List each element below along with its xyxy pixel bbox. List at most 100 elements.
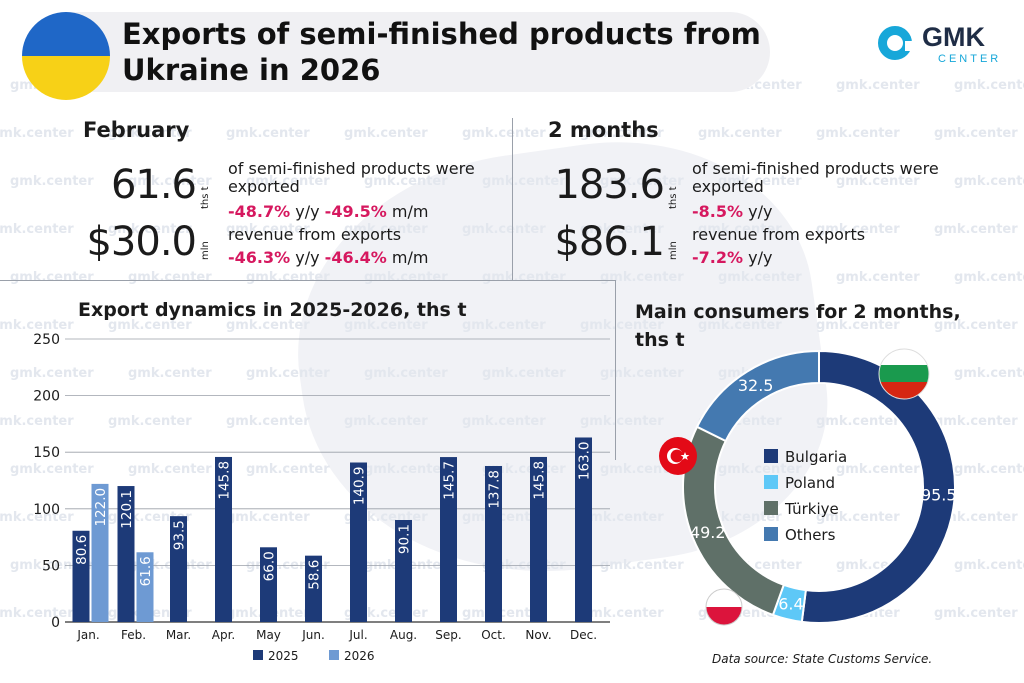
two-months-revenue-change: -7.2% y/y [692,248,773,267]
watermark-text: gmk.center [482,270,566,285]
watermark-text: gmk.center [836,462,920,477]
bar-2025 [530,456,547,622]
watermark-text: gmk.center [580,318,664,333]
legend-swatch [764,527,778,541]
watermark-text: gmk.center [0,414,74,429]
bar-value-label: 120.1 [119,490,135,529]
y-tick-label: 100 [33,502,60,518]
two-months-period: 2 months [548,118,659,142]
watermark-text: gmk.center [10,270,94,285]
watermark-text: gmk.center [934,414,1018,429]
bar-value-label: 140.9 [352,467,368,506]
watermark-text: gmk.center [246,462,330,477]
bar-value-label: 122.0 [93,488,109,527]
watermark-text: gmk.center [954,462,1024,477]
two-months-volume-change: -8.5% y/y [692,202,773,221]
watermark-text: gmk.center [698,318,782,333]
watermark-text: gmk.center [462,222,546,237]
watermark-text: gmk.center [108,318,192,333]
bar-value-label: 90.1 [397,524,413,554]
slice-value-label: 49.2 [690,523,726,542]
bar-value-label: 66.0 [262,551,278,581]
watermark-text: gmk.center [600,270,684,285]
watermark-text: gmk.center [816,318,900,333]
february-revenue: $30.0 [86,219,197,265]
watermark-text: gmk.center [462,318,546,333]
bar-2025 [117,486,135,622]
bar-value-label: 58.6 [307,560,323,590]
legend-swatch [253,650,263,660]
two-months-revenue: $86.1 [554,219,665,265]
watermark-text: gmk.center [246,366,330,381]
watermark-text: gmk.center [344,222,428,237]
section-divider [0,280,615,281]
chart-divider [615,280,616,460]
watermark-text: gmk.center [0,318,74,333]
y-tick-label: 250 [33,332,60,348]
logo-ring-icon [878,26,915,60]
bar-2025 [305,555,322,622]
x-tick-label: Sep. [435,628,461,642]
watermark-text: gmk.center [816,510,900,525]
watermark-text: gmk.center [108,126,192,141]
watermark-text: gmk.center [364,174,448,189]
watermark-text: gmk.center [462,606,546,621]
bulgaria-flag-icon [878,348,930,400]
watermark-text: gmk.center [934,318,1018,333]
legend-swatch [764,449,778,463]
legend-swatch [329,650,339,660]
watermark-text: gmk.center [954,270,1024,285]
bar-value-label: 163.0 [577,441,593,480]
watermark-text: gmk.center [0,126,74,141]
x-tick-label: Mar. [166,628,191,642]
x-tick-label: May [256,628,281,642]
two-months-revenue-desc: revenue from exports [692,225,866,244]
february-volume-change: -48.7% y/y -49.5% m/m [228,202,429,221]
ukraine-flag-icon [22,12,110,100]
x-tick-label: Apr. [212,628,235,642]
february-volume: 61.6 [110,162,197,208]
slice-value-label: 6.4 [778,595,803,614]
watermark-text: gmk.center [0,606,74,621]
february-revenue-desc: revenue from exports [228,225,402,244]
watermark-text: gmk.center [580,510,664,525]
x-tick-label: Nov. [525,628,551,642]
x-tick-label: Feb. [121,628,146,642]
watermark-text: gmk.center [462,510,546,525]
bar-2025 [395,520,412,622]
watermark-text: gmk.center [344,126,428,141]
watermark-text: gmk.center [128,462,212,477]
bar-2025 [350,462,367,622]
watermark-text: gmk.center [954,558,1024,573]
watermark-text: gmk.center [344,318,428,333]
legend-swatch [764,501,778,515]
watermark-text: gmk.center [246,174,330,189]
y-tick-label: 0 [51,615,60,631]
february-revenue-unit: mln [200,241,211,260]
watermark-text: gmk.center [128,174,212,189]
watermark-text: gmk.center [816,126,900,141]
watermark-text: gmk.center [482,366,566,381]
bar-2025 [72,530,90,622]
legend-label: Others [785,526,836,544]
legend-label: Bulgaria [785,448,847,466]
stats-divider [512,118,513,280]
watermark-text: gmk.center [226,510,310,525]
watermark-text: gmk.center [10,366,94,381]
watermark-text: gmk.center [226,126,310,141]
title-bar [60,12,770,92]
watermark-text: gmk.center [954,174,1024,189]
february-volume-unit: ths t [200,186,211,209]
watermark-text: gmk.center [934,510,1018,525]
bar-2025 [170,516,187,622]
watermark-text: gmk.center [462,414,546,429]
legend-label: Poland [785,474,835,492]
page-title: Exports of semi-finished products from U… [122,17,761,87]
watermark-text: gmk.center [364,270,448,285]
watermark-text: gmk.center [836,78,920,93]
x-tick-label: Jun. [301,628,325,642]
watermark-text: gmk.center [954,78,1024,93]
watermark-text: gmk.center [580,414,664,429]
bar-2025 [575,437,592,622]
